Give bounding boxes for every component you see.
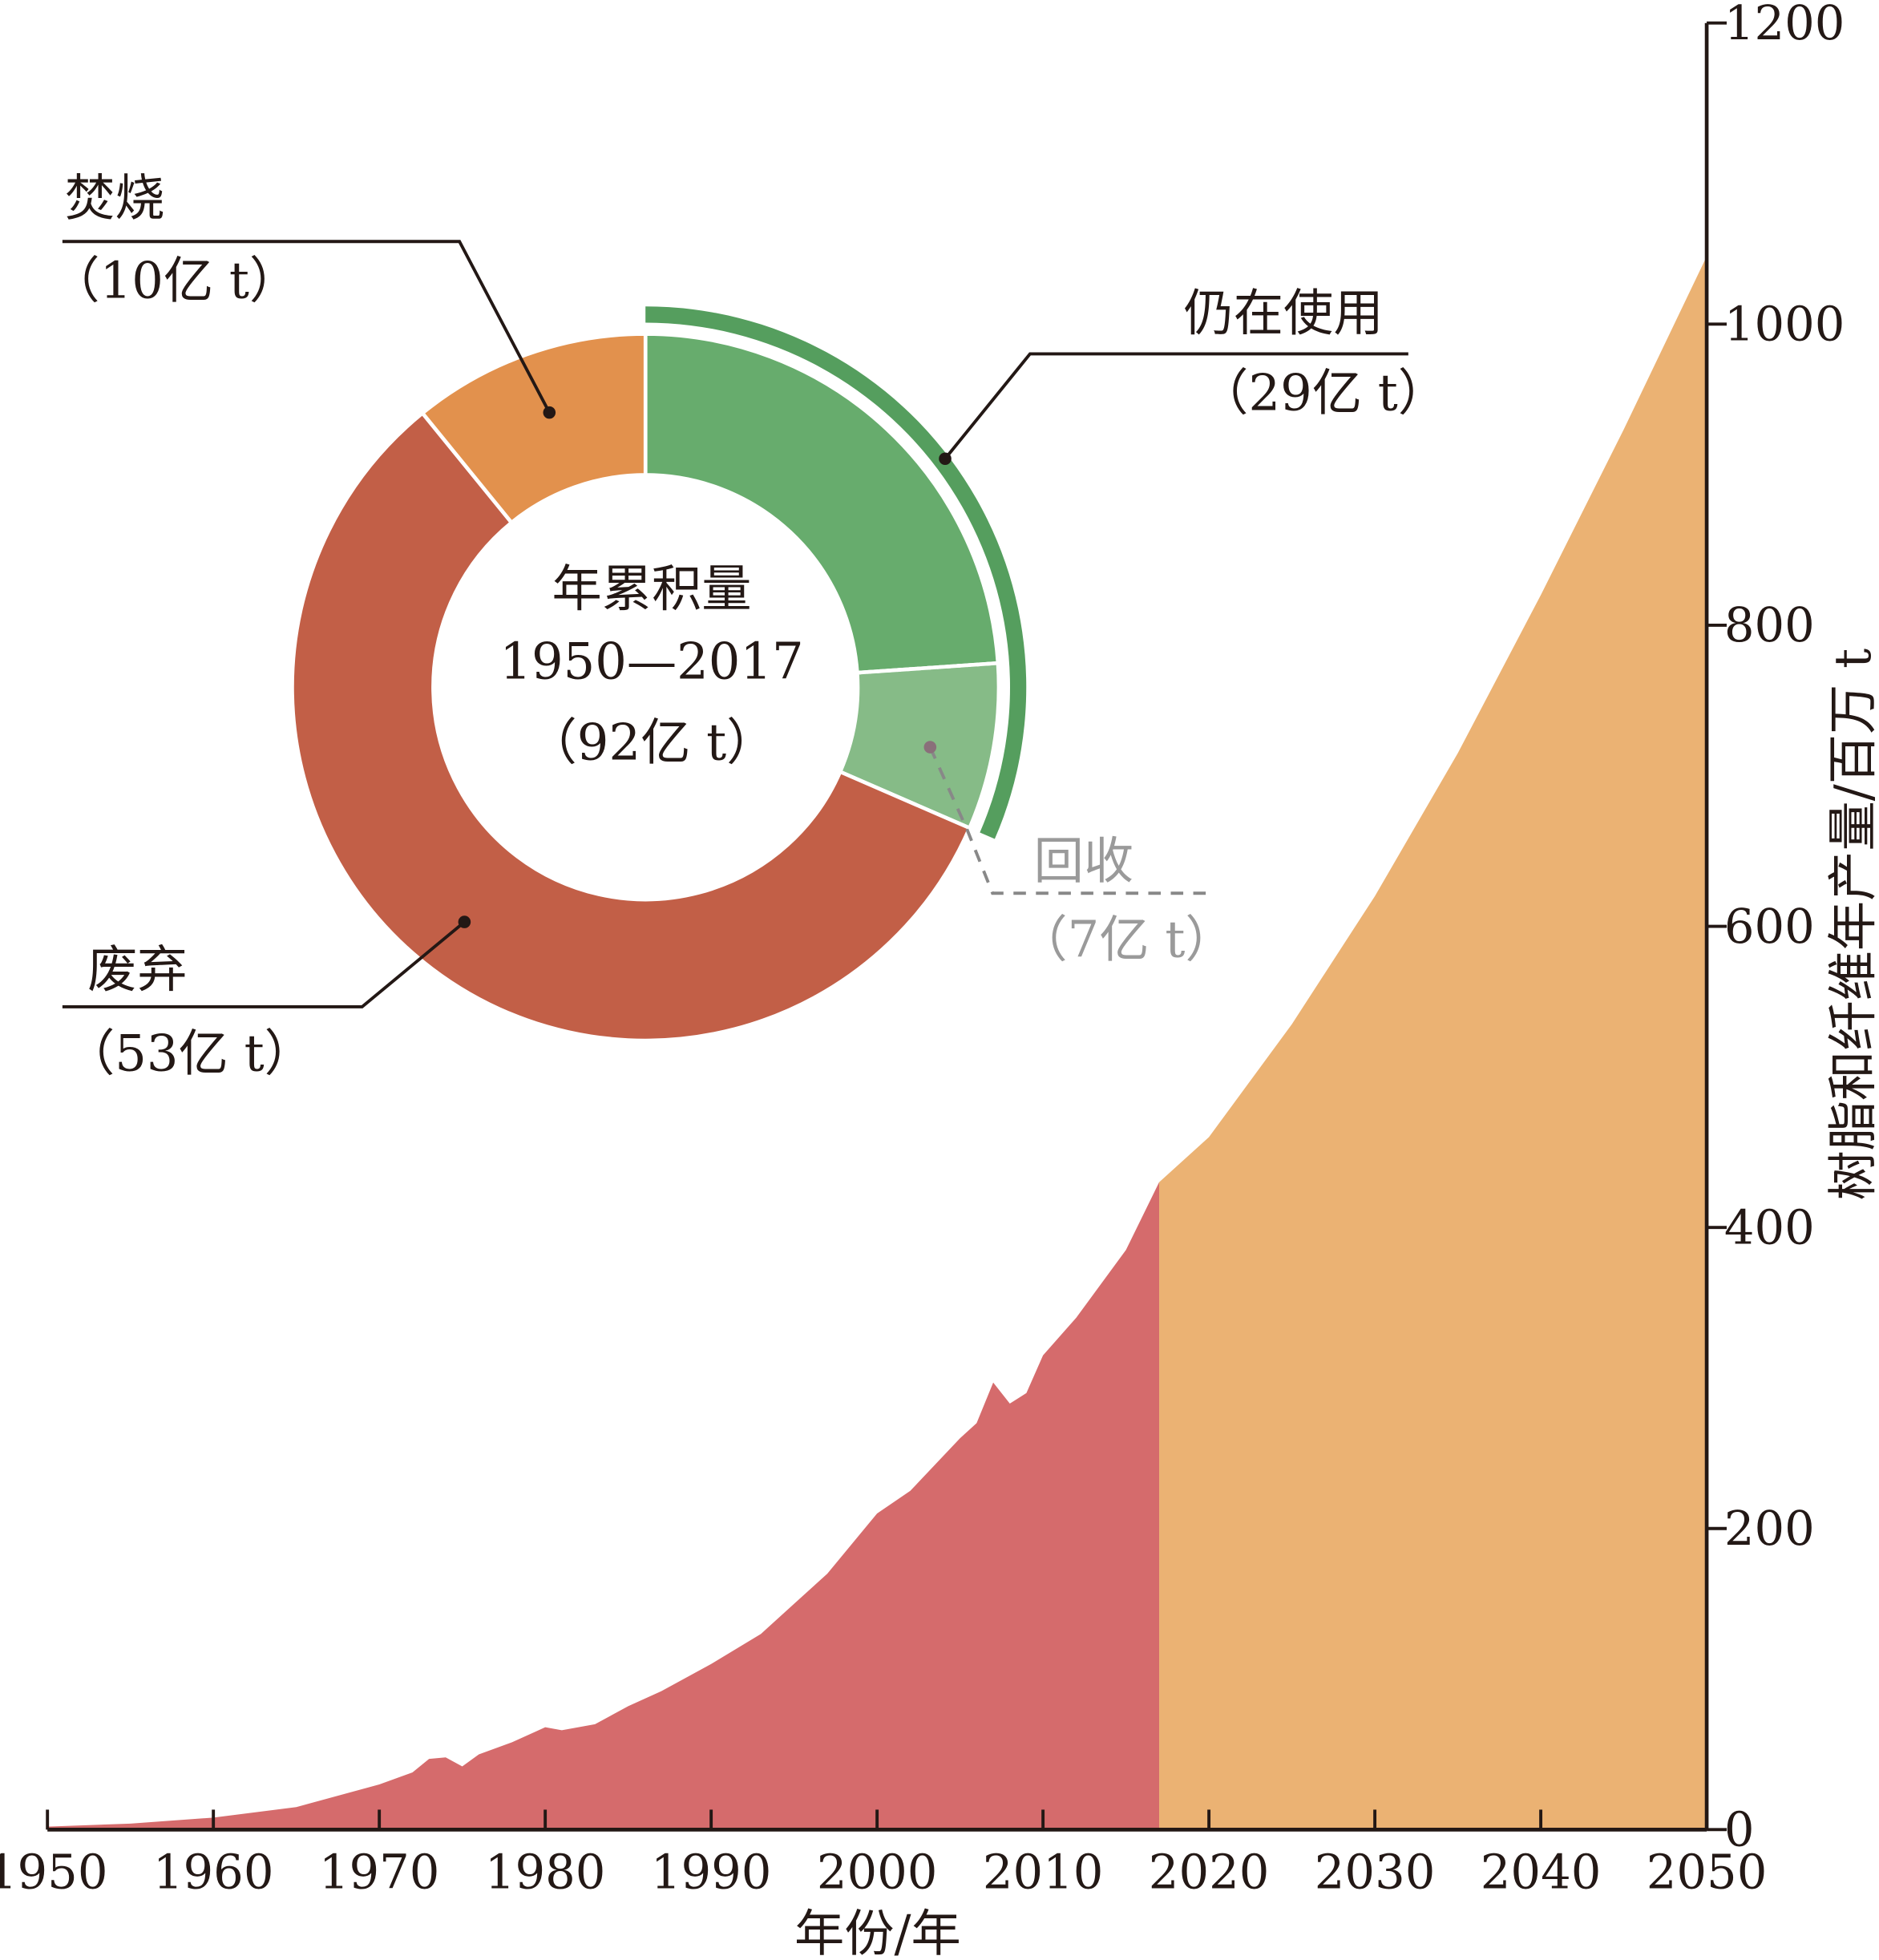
x-tick-label: 1950 bbox=[0, 1845, 107, 1900]
x-tick-label: 1970 bbox=[319, 1845, 440, 1900]
y-tick-label: 1000 bbox=[1724, 297, 1845, 352]
x-tick-label: 2050 bbox=[1647, 1845, 1768, 1900]
leader-dots bbox=[458, 406, 952, 928]
donut-slice bbox=[290, 410, 972, 1043]
donut-chart bbox=[290, 306, 1027, 1043]
x-tick-label: 1960 bbox=[153, 1845, 274, 1900]
area-series-1 bbox=[1159, 256, 1707, 1830]
x-tick-label: 2010 bbox=[983, 1845, 1104, 1900]
recycled-divider bbox=[857, 661, 999, 675]
leader-lines bbox=[62, 240, 1408, 1008]
y-tick-label: 200 bbox=[1724, 1501, 1815, 1556]
x-tick-label: 2000 bbox=[817, 1845, 938, 1900]
donut-slice bbox=[643, 332, 1000, 675]
y-tick-label: 800 bbox=[1724, 597, 1815, 653]
donut-center-total: （92亿 t） bbox=[527, 713, 777, 772]
donut-center-years: 1950—2017 bbox=[499, 632, 803, 690]
y-tick-label: 1200 bbox=[1724, 0, 1845, 51]
label-incinerated-amount: （10亿 t） bbox=[50, 251, 299, 309]
in-use-outer-arc bbox=[645, 306, 1027, 839]
x-tick-label: 2020 bbox=[1149, 1845, 1270, 1900]
label-incinerated: 焚烧 bbox=[65, 169, 165, 228]
label-in-use: 仍在使用 bbox=[1183, 284, 1383, 342]
area-series-0 bbox=[47, 1182, 1160, 1830]
label-discarded: 废弃 bbox=[87, 940, 188, 999]
donut-center-title: 年累积量 bbox=[552, 560, 751, 618]
x-tick-label: 1980 bbox=[485, 1845, 606, 1900]
area-series bbox=[47, 256, 1707, 1830]
x-tick-label: 2030 bbox=[1315, 1845, 1436, 1900]
label-discarded-amount: （53亿 t） bbox=[65, 1024, 314, 1082]
label-recycled-amount: （7亿 t） bbox=[1017, 911, 1234, 969]
y-axis-label: 树脂和纤维年产量/百万 t bbox=[1824, 649, 1879, 1201]
y-tick-label: 0 bbox=[1724, 1802, 1755, 1857]
donut-slice bbox=[419, 332, 648, 526]
label-recycled: 回收 bbox=[1034, 832, 1134, 891]
x-tick-label: 2040 bbox=[1481, 1845, 1602, 1900]
axes: 1950196019701980199020002010202020302040… bbox=[0, 0, 1845, 1900]
y-tick-label: 600 bbox=[1724, 899, 1815, 954]
label-in-use-amount: （29亿 t） bbox=[1198, 364, 1448, 422]
x-axis-label: 年份/年 bbox=[794, 1904, 961, 1960]
y-tick-label: 400 bbox=[1724, 1199, 1815, 1255]
x-tick-label: 1990 bbox=[651, 1845, 772, 1900]
